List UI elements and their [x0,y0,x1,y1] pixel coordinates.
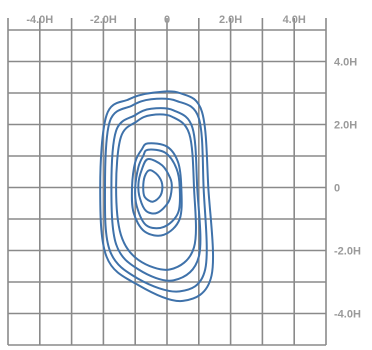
x-tick-label: 2.0H [219,14,242,26]
y-tick-label: -2.0H [334,246,361,258]
series-line-6 [134,148,182,230]
x-tick-label: -2.0H [90,14,117,26]
series-layer [99,90,215,302]
grid [7,18,327,346]
series-line-7 [137,158,173,215]
series-line-2 [103,97,208,293]
y-tick-label: 4.0H [334,57,357,69]
series-line-5 [130,142,183,237]
x-tick-labels: -4.0H -2.0H 0 2.0H 4.0H [26,14,306,26]
series-line-4 [115,113,197,271]
x-tick-label: -4.0H [26,14,53,26]
x-tick-label: 4.0H [283,14,306,26]
series-line-3 [110,107,202,282]
x-tick-label: 0 [164,14,170,26]
y-tick-label: 0 [334,183,340,195]
y-tick-label: -4.0H [334,309,361,321]
series-line-8 [142,169,164,203]
series-line-1 [99,90,215,302]
y-tick-label: 2.0H [334,120,357,132]
y-tick-labels: 4.0H 2.0H 0 -2.0H -4.0H [334,57,361,321]
